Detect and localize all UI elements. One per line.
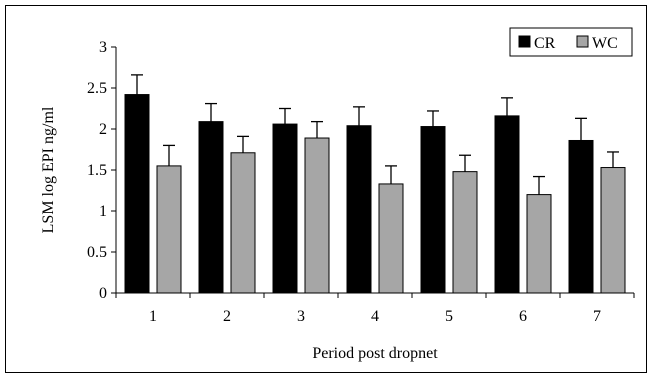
x-tick-label: 2 bbox=[223, 308, 231, 325]
bar-wc-6 bbox=[526, 194, 552, 294]
error-bars bbox=[131, 74, 619, 195]
bar-cr-6 bbox=[494, 115, 520, 294]
bar-wc-2 bbox=[230, 152, 256, 294]
bar-cr-7 bbox=[568, 139, 594, 294]
x-tick-label: 1 bbox=[149, 308, 157, 325]
legend-label-wc: WC bbox=[592, 35, 618, 52]
bar-wc-5 bbox=[452, 171, 478, 294]
bar-cr-1 bbox=[124, 94, 150, 294]
x-axis-label: Period post dropnet bbox=[312, 345, 438, 362]
y-axis-ticks: 0 0.5 1 1.5 2 2.5 3 bbox=[87, 39, 116, 302]
y-tick-label: 2.5 bbox=[87, 80, 107, 97]
y-axis-label: LSM log EPI ng/ml bbox=[40, 106, 57, 233]
x-tick-label: 7 bbox=[593, 308, 601, 325]
legend: CR WC bbox=[509, 27, 633, 57]
bar-cr-4 bbox=[346, 125, 372, 294]
x-tick-label: 3 bbox=[297, 308, 305, 325]
y-tick-label: 1.5 bbox=[87, 162, 107, 179]
bar-wc-3 bbox=[304, 137, 330, 294]
legend-label-cr: CR bbox=[534, 35, 556, 52]
bar-series bbox=[124, 94, 626, 294]
y-tick-label: 3 bbox=[99, 39, 107, 56]
y-tick-label: 1 bbox=[99, 203, 107, 220]
bar-cr-2 bbox=[198, 121, 224, 294]
chart-axes bbox=[115, 47, 634, 294]
x-axis-ticks: 1 2 3 4 5 6 7 bbox=[115, 293, 635, 325]
bar-cr-3 bbox=[272, 123, 298, 294]
bar-cr-5 bbox=[420, 126, 446, 294]
x-tick-label: 6 bbox=[519, 308, 527, 325]
x-tick-label: 5 bbox=[445, 308, 453, 325]
bar-wc-4 bbox=[378, 183, 404, 294]
y-tick-label: 2 bbox=[99, 121, 107, 138]
y-tick-label: 0.5 bbox=[87, 244, 107, 261]
y-tick-label: 0 bbox=[99, 285, 107, 302]
legend-swatch-wc bbox=[576, 35, 589, 48]
bar-wc-1 bbox=[156, 165, 182, 294]
bar-wc-7 bbox=[600, 167, 626, 294]
x-tick-label: 4 bbox=[371, 308, 379, 325]
legend-swatch-cr bbox=[518, 35, 531, 48]
